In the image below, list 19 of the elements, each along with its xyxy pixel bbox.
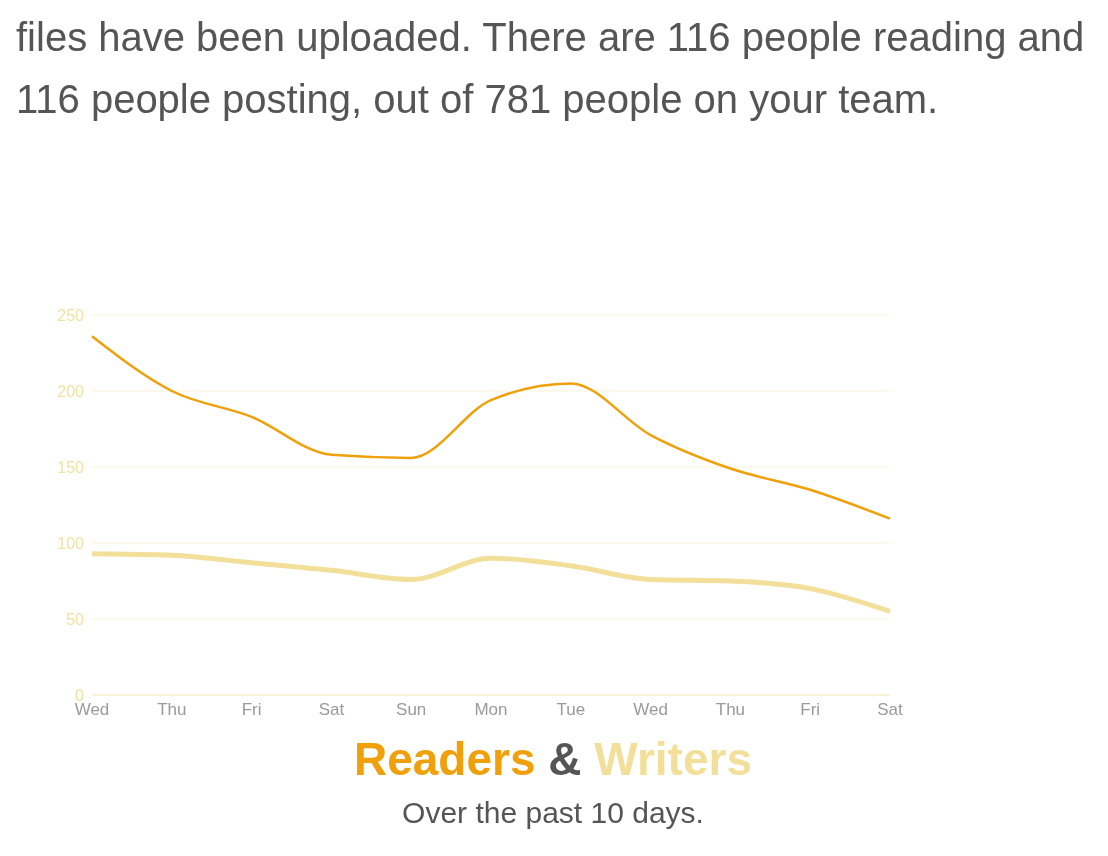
x-tick-label: Thu [715,700,746,720]
y-tick-label: 50 [66,610,85,628]
x-tick-label: Fri [800,700,821,720]
x-tick-label: Fri [241,700,262,720]
x-tick-label: Sun [396,700,427,720]
x-tick-label: Wed [633,700,668,720]
x-tick-label: Sat [877,700,904,720]
line-series [90,335,892,520]
x-tick-label: Mon [474,700,508,720]
y-tick-label: 100 [57,534,85,552]
text: files have been uploaded. There are 116 people reading and 116 people posting, out of 781 people on your team. [16,14,1086,123]
x-tick-label: Sat [318,700,345,720]
x-tick-label: Thu [157,700,187,720]
x-tick-label: Tue [556,700,586,720]
y-tick-label: 250 [57,306,85,324]
y-tick-label: 200 [57,382,85,400]
text: Over the past 10 days. [401,796,705,830]
text: Readers & Writers [353,733,752,785]
y-tick-label: 150 [57,458,85,476]
